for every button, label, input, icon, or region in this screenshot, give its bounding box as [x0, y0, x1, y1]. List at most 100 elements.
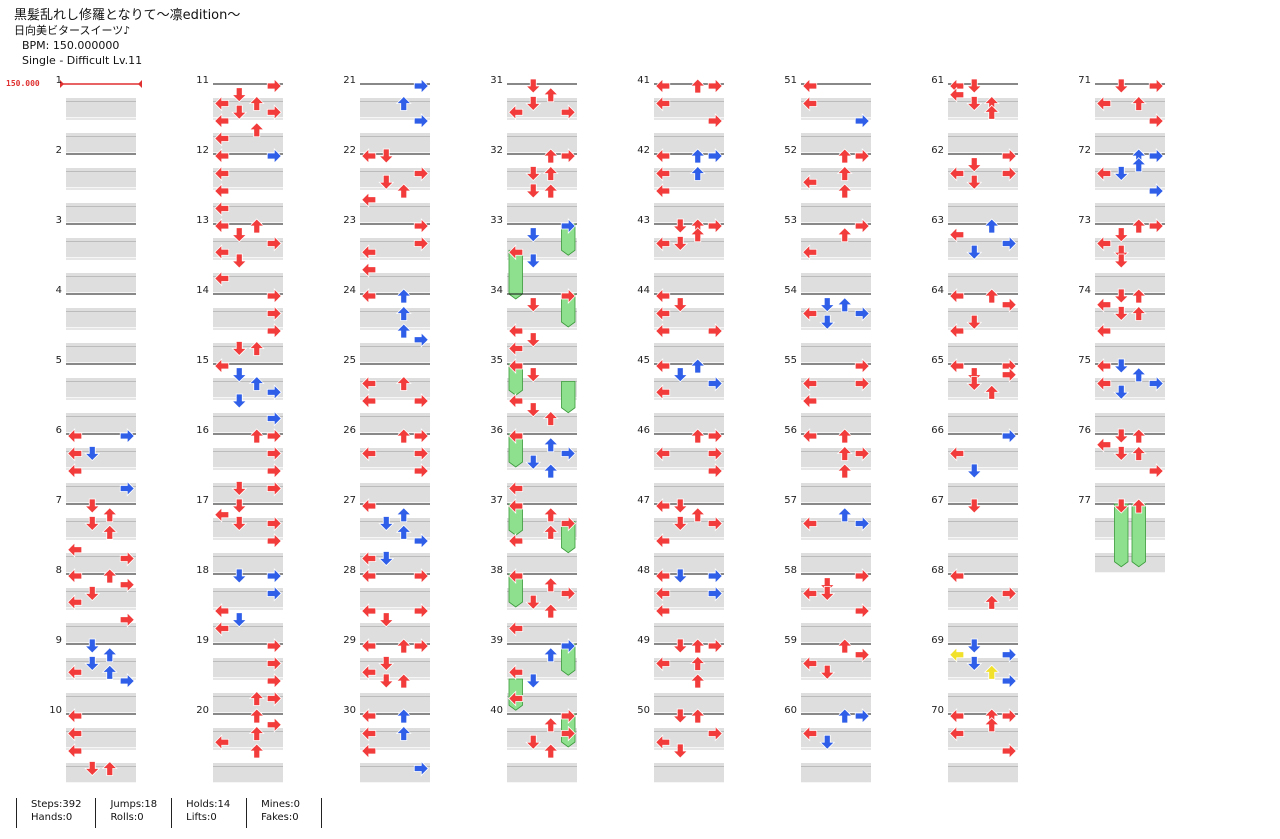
arrow-note [542, 183, 559, 199]
arrow-note [689, 227, 706, 243]
arrow-note [214, 270, 230, 287]
arrow-note [707, 638, 723, 654]
arrow-note [525, 734, 542, 750]
arrow-note [525, 454, 542, 470]
arrow-note [395, 428, 412, 444]
measure-27 [360, 498, 430, 573]
arrow-note [67, 594, 83, 611]
arrow-note [1096, 375, 1112, 392]
measure-22 [360, 148, 430, 223]
arrow-note [1130, 288, 1147, 304]
arrow-note [1130, 157, 1147, 173]
bpm-marker-right [138, 80, 142, 88]
measure-band [360, 378, 430, 398]
arrow-note [378, 174, 395, 190]
measure-band [360, 203, 430, 223]
arrow-note [1096, 323, 1112, 339]
song-bpm: BPM: 150.000000 [22, 39, 120, 52]
measure-29 [360, 638, 430, 713]
arrow-note [413, 445, 429, 462]
measure-band [66, 413, 136, 433]
arrow-note [361, 638, 377, 654]
arrow-note [836, 638, 853, 654]
measure-band [213, 693, 283, 713]
arrow-note [395, 507, 412, 523]
measure-38 [507, 568, 577, 643]
arrow-note [542, 410, 559, 426]
measure-number: 68 [931, 565, 944, 576]
measure-band [507, 448, 577, 468]
measure-band [1095, 203, 1165, 223]
measure-band [654, 693, 724, 713]
arrow-note [560, 445, 576, 462]
measure-number: 38 [490, 565, 503, 576]
arrow-note [966, 314, 983, 330]
arrow-note [707, 725, 723, 742]
arrow-note [542, 603, 559, 619]
arrow-note [802, 393, 818, 409]
arrow-note [214, 734, 230, 751]
arrow-note [836, 165, 853, 181]
arrow-note [1096, 436, 1112, 453]
measure-band [1095, 133, 1165, 153]
arrow-note [560, 725, 576, 742]
measure-71 [1095, 78, 1165, 153]
measure-number: 19 [196, 635, 209, 646]
arrow-note [395, 638, 412, 654]
arrow-note [1096, 235, 1112, 252]
arrow-note [1001, 646, 1017, 663]
measure-band [507, 133, 577, 153]
arrow-note [836, 428, 853, 444]
measure-band [948, 378, 1018, 398]
measure-number: 32 [490, 145, 503, 156]
arrow-note [1113, 244, 1130, 260]
arrow-note [119, 550, 135, 567]
arrow-note [525, 183, 542, 199]
arrow-note [231, 481, 248, 497]
arrow-note [361, 725, 377, 742]
arrow-note [672, 516, 689, 532]
measure-number: 41 [637, 75, 650, 86]
measure-25 [360, 363, 430, 433]
measure-42 [654, 148, 724, 223]
measure-band [654, 413, 724, 433]
arrow-note [949, 708, 965, 724]
arrow-note [854, 646, 870, 663]
measure-band [1095, 378, 1165, 398]
arrow-note [655, 165, 671, 182]
measure-band [507, 413, 577, 433]
measure-band [360, 413, 430, 433]
measure-21 [360, 78, 430, 153]
arrow-note [101, 507, 118, 523]
measure-band [948, 308, 1018, 328]
arrow-note [707, 375, 723, 392]
arrow-note [983, 288, 1000, 304]
arrow-note [361, 261, 377, 278]
measure-number: 35 [490, 355, 503, 366]
measure-band [801, 518, 871, 538]
measure-band [213, 133, 283, 153]
arrow-note [1001, 235, 1017, 252]
arrow-note [266, 716, 282, 733]
measure-band [360, 763, 430, 783]
arrow-note [854, 375, 870, 392]
arrow-note [1096, 165, 1112, 182]
measure-57 [801, 503, 871, 573]
arrow-note [214, 130, 230, 147]
arrow-note [67, 708, 83, 724]
arrow-note [1001, 428, 1017, 444]
arrow-note [1130, 95, 1147, 111]
arrow-note [560, 515, 576, 532]
arrow-note [395, 305, 412, 321]
measure-17 [213, 498, 283, 573]
hold-bar [561, 381, 576, 414]
stats-column: Holds:14 Lifts:0 [171, 798, 246, 828]
measure-61 [948, 78, 1018, 153]
measure-band [654, 343, 724, 363]
measure-band [507, 308, 577, 328]
arrow-note [655, 734, 671, 751]
measure-band [66, 343, 136, 363]
arrow-note [508, 340, 524, 357]
arrow-note [67, 743, 83, 759]
arrow-note [1001, 708, 1017, 724]
